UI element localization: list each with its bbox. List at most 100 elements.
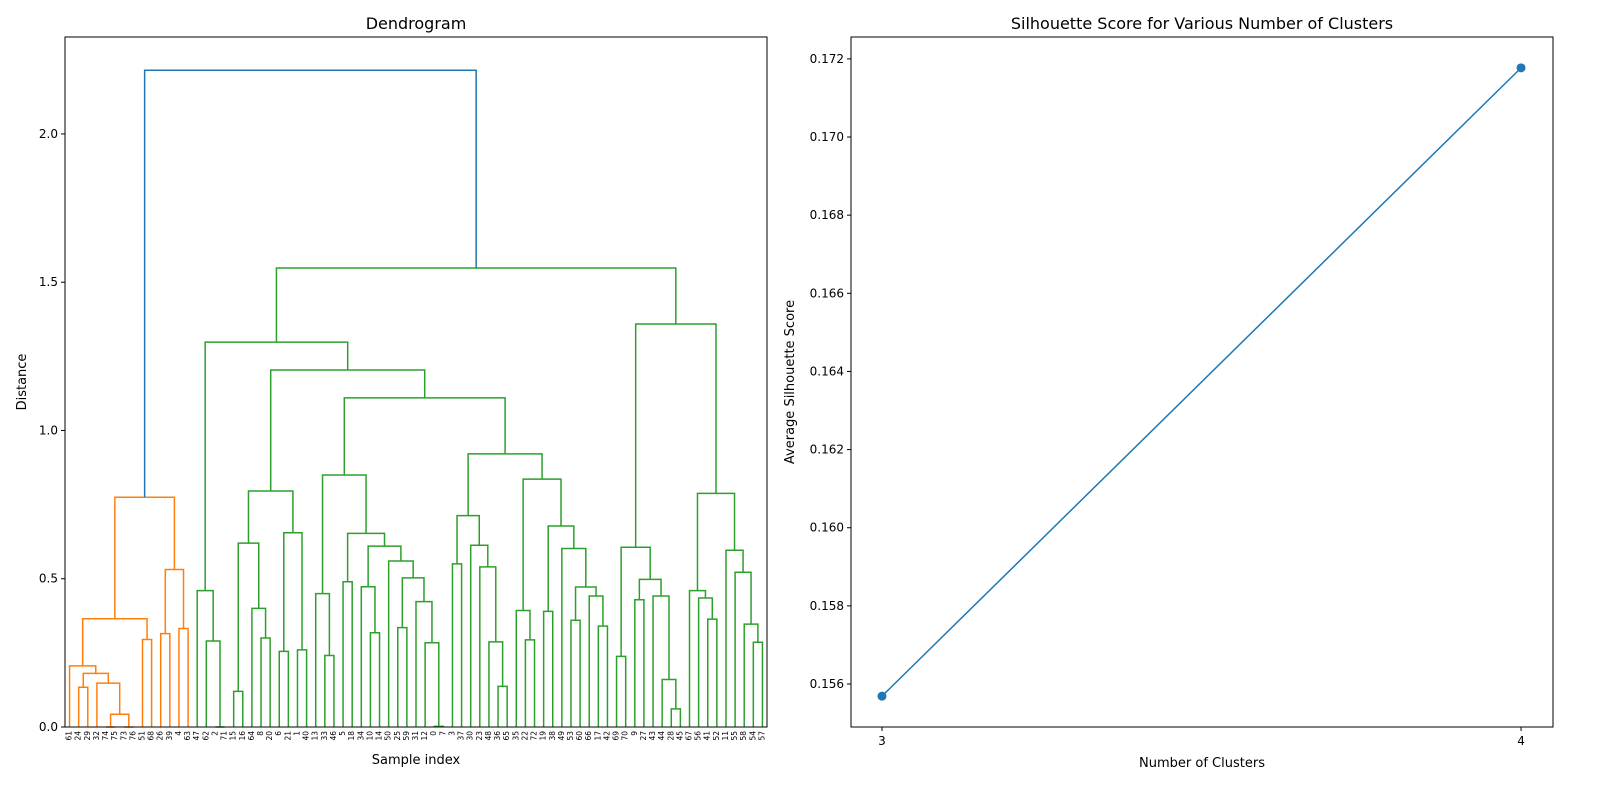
leaf-label: 60 xyxy=(575,731,584,741)
dendrogram-link xyxy=(638,578,662,600)
leaf-label: 23 xyxy=(475,731,484,741)
dendrogram-link xyxy=(342,580,353,727)
leaf-label: 32 xyxy=(92,731,101,741)
leaf-label: 9 xyxy=(630,731,639,736)
leaf-label: 69 xyxy=(612,731,621,741)
dendrogram-link xyxy=(343,397,506,475)
leaf-label: 56 xyxy=(694,731,703,741)
dendrogram-link xyxy=(424,642,440,727)
dendrogram-link xyxy=(547,525,575,612)
dendrogram-link xyxy=(469,544,489,727)
dendrogram-link xyxy=(109,713,130,727)
leaf-label: 59 xyxy=(402,731,411,741)
silhouette-xlabel: Number of Clusters xyxy=(1139,756,1265,771)
dendrogram-link xyxy=(479,566,497,727)
dendrogram-link xyxy=(283,532,303,652)
dendrogram-link xyxy=(196,589,214,727)
leaf-label: 24 xyxy=(74,731,83,741)
leaf-label: 68 xyxy=(147,731,156,741)
dendrogram-link xyxy=(734,571,752,727)
leaf-label: 58 xyxy=(739,731,748,741)
y-tick-label: 0.5 xyxy=(39,572,58,586)
dendrogram-link xyxy=(752,641,764,727)
leaf-label: 2 xyxy=(210,731,219,736)
dendrogram-link xyxy=(247,490,294,544)
dendrogram-link xyxy=(497,685,508,727)
leaf-label: 25 xyxy=(393,731,402,741)
leaf-label: 43 xyxy=(648,731,657,741)
dendrogram-link xyxy=(397,626,408,727)
dendrogram-link xyxy=(615,655,627,727)
dendrogram-link xyxy=(401,577,425,628)
leaf-label: 66 xyxy=(584,731,593,741)
dendrogram-link xyxy=(178,627,189,727)
dendrogram-link xyxy=(661,678,677,727)
dendrogram-link xyxy=(620,546,651,657)
dendrogram-link xyxy=(269,369,426,491)
x-tick-label: 4 xyxy=(1517,734,1525,748)
leaf-label: 16 xyxy=(238,731,247,741)
dendrogram-link xyxy=(542,610,554,727)
silhouette-ylabel: Average Silhouette Score xyxy=(783,300,798,464)
leaf-label: 28 xyxy=(666,731,675,741)
leaf-label: 1 xyxy=(292,731,301,736)
leaf-label: 67 xyxy=(685,731,694,741)
leaf-label: 13 xyxy=(311,731,320,741)
dendrogram-link xyxy=(251,607,267,727)
dendrogram-link xyxy=(522,478,562,611)
leaf-label: 76 xyxy=(128,731,137,741)
leaf-label: 42 xyxy=(602,731,611,741)
leaf-label: 4 xyxy=(174,731,183,736)
leaf-label: 8 xyxy=(256,731,265,736)
dendrogram-link xyxy=(275,267,677,343)
dendrogram-link xyxy=(652,595,670,727)
leaf-label: 63 xyxy=(183,731,192,741)
dendrogram-link xyxy=(278,650,290,727)
leaf-label: 5 xyxy=(338,731,347,736)
leaf-labels: 61 24 29 32 74 75 73 76 51 68 26 39 4 63 47 62 2 71 15 16 64… xyxy=(65,731,767,741)
dendrogram-link xyxy=(204,341,349,591)
dendrogram-link xyxy=(237,542,260,692)
leaf-label: 33 xyxy=(320,731,329,741)
leaf-label: 73 xyxy=(119,731,128,741)
leaf-label: 41 xyxy=(703,731,712,741)
leaf-label: 0 xyxy=(429,731,438,736)
leaf-label: 14 xyxy=(375,731,384,741)
silhouette-title: Silhouette Score for Various Number of C… xyxy=(1011,14,1393,33)
leaf-label: 64 xyxy=(247,731,256,741)
leaf-label: 48 xyxy=(484,731,493,741)
leaf-label: 35 xyxy=(511,731,520,741)
dendrogram-link xyxy=(488,641,504,727)
leaf-label: 75 xyxy=(110,731,119,741)
dendrogram-link xyxy=(515,609,531,727)
leaf-label: 46 xyxy=(329,731,338,741)
y-tick-label: 0.160 xyxy=(810,521,844,535)
dendrogram-link xyxy=(561,547,587,727)
dendrogram-link xyxy=(387,560,414,727)
leaf-label: 71 xyxy=(220,731,229,741)
silhouette-point xyxy=(877,691,887,701)
y-tick-label: 0.156 xyxy=(810,677,844,691)
dendrogram-link xyxy=(570,619,581,727)
leaf-label: 29 xyxy=(83,731,92,741)
y-ticks: 0.0 0.5 1.0 1.5 2.0 xyxy=(39,127,65,734)
dendrogram-link xyxy=(296,649,308,727)
leaf-label: 11 xyxy=(721,731,730,741)
leaf-label: 36 xyxy=(493,731,502,741)
y-tick-label: 2.0 xyxy=(39,127,58,141)
dendrogram-link xyxy=(743,623,759,727)
leaf-label: 38 xyxy=(548,731,557,741)
dendrogram-ylabel: Distance xyxy=(15,354,30,411)
leaf-label: 31 xyxy=(411,731,420,741)
leaf-label: 62 xyxy=(201,731,210,741)
leaf-label: 18 xyxy=(347,731,356,741)
dendrogram-link xyxy=(360,585,376,727)
silhouette-ticks: 0.156 0.158 0.160 0.162 0.164 0.166 0.168 0.170… xyxy=(810,52,1525,748)
dendrogram-title: Dendrogram xyxy=(366,14,467,33)
dendrogram-link xyxy=(164,568,185,634)
y-tick-label: 0.170 xyxy=(810,130,844,144)
y-tick-label: 0.168 xyxy=(810,208,844,222)
dendrogram-link xyxy=(232,690,244,727)
dendrogram-link xyxy=(574,586,597,621)
